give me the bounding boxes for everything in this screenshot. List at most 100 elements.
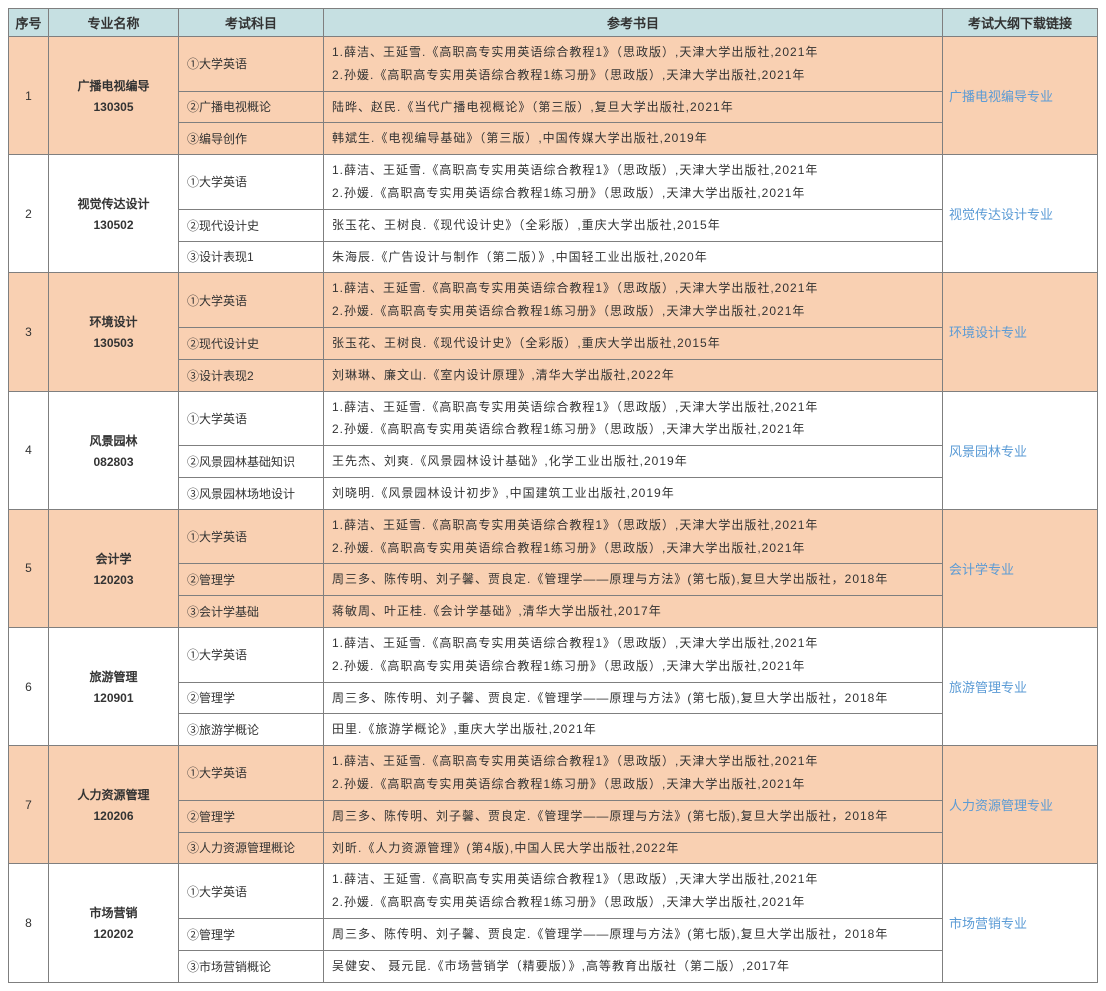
book-cell: 韩斌生.《电视编导基础》（第三版）,中国传媒大学出版社,2019年 bbox=[324, 123, 943, 155]
download-link[interactable]: 视觉传达设计专业 bbox=[949, 207, 1053, 222]
course-cell: ③市场营销概论 bbox=[179, 950, 324, 982]
book-line: 陆晔、赵民.《当代广播电视概论》（第三版）,复旦大学出版社,2021年 bbox=[332, 96, 936, 119]
book-line: 1.薛洁、王延雪.《高职高专实用英语综合教程1》（思政版）,天津大学出版社,20… bbox=[332, 514, 936, 537]
course-cell: ③编导创作 bbox=[179, 123, 324, 155]
seq-cell: 3 bbox=[9, 273, 49, 391]
table-row: 3环境设计130503①大学英语1.薛洁、王延雪.《高职高专实用英语综合教程1》… bbox=[9, 273, 1098, 328]
major-code: 120202 bbox=[55, 927, 172, 941]
book-line: 1.薛洁、王延雪.《高职高专实用英语综合教程1》（思政版）,天津大学出版社,20… bbox=[332, 632, 936, 655]
book-cell: 刘昕.《人力资源管理》(第4版),中国人民大学出版社,2022年 bbox=[324, 832, 943, 864]
course-cell: ③旅游学概论 bbox=[179, 714, 324, 746]
book-cell: 1.薛洁、王延雪.《高职高专实用英语综合教程1》（思政版）,天津大学出版社,20… bbox=[324, 627, 943, 682]
major-cell: 风景园林 082803 bbox=[49, 391, 179, 509]
link-cell: 环境设计专业 bbox=[943, 273, 1098, 391]
major-cell: 视觉传达设计 130502 bbox=[49, 155, 179, 273]
major-code: 130502 bbox=[55, 218, 172, 232]
book-line: 2.孙媛.《高职高专实用英语综合教程1练习册》（思政版）,天津大学出版社,202… bbox=[332, 655, 936, 678]
major-name: 风景园林 bbox=[55, 432, 172, 449]
major-cell: 人力资源管理120206 bbox=[49, 746, 179, 864]
course-cell: ③风景园林场地设计 bbox=[179, 477, 324, 509]
book-cell: 周三多、陈传明、刘子馨、贾良定.《管理学——原理与方法》(第七版),复旦大学出版… bbox=[324, 682, 943, 714]
book-cell: 周三多、陈传明、刘子馨、贾良定.《管理学——原理与方法》(第七版),复旦大学出版… bbox=[324, 800, 943, 832]
major-name: 市场营销 bbox=[55, 904, 172, 921]
table-row: 1广播电视编导130305①大学英语1.薛洁、王延雪.《高职高专实用英语综合教程… bbox=[9, 37, 1098, 92]
major-code: 130503 bbox=[55, 336, 172, 350]
course-cell: ③设计表现2 bbox=[179, 359, 324, 391]
table-row: 5会计学120203①大学英语1.薛洁、王延雪.《高职高专实用英语综合教程1》（… bbox=[9, 509, 1098, 564]
download-link[interactable]: 环境设计专业 bbox=[949, 325, 1027, 340]
header-row: 序号 专业名称 考试科目 参考书目 考试大纲下载链接 bbox=[9, 9, 1098, 37]
download-link[interactable]: 广播电视编导专业 bbox=[949, 89, 1053, 104]
course-cell: ②广播电视概论 bbox=[179, 91, 324, 123]
seq-cell: 1 bbox=[9, 37, 49, 155]
course-cell: ①大学英语 bbox=[179, 37, 324, 92]
book-line: 蒋敏周、叶正桂.《会计学基础》,清华大学出版社,2017年 bbox=[332, 600, 936, 623]
download-link[interactable]: 风景园林专业 bbox=[949, 444, 1027, 459]
book-cell: 1.薛洁、王延雪.《高职高专实用英语综合教程1》（思政版）,天津大学出版社,20… bbox=[324, 273, 943, 328]
course-cell: ②现代设计史 bbox=[179, 209, 324, 241]
major-cell: 市场营销 120202 bbox=[49, 864, 179, 982]
course-cell: ①大学英语 bbox=[179, 864, 324, 919]
download-link[interactable]: 人力资源管理专业 bbox=[949, 798, 1053, 813]
book-line: 2.孙媛.《高职高专实用英语综合教程1练习册》（思政版）,天津大学出版社,202… bbox=[332, 891, 936, 914]
link-cell: 旅游管理专业 bbox=[943, 627, 1098, 745]
book-cell: 1.薛洁、王延雪.《高职高专实用英语综合教程1》（思政版）,天津大学出版社,20… bbox=[324, 746, 943, 801]
book-line: 1.薛洁、王延雪.《高职高专实用英语综合教程1》（思政版）,天津大学出版社,20… bbox=[332, 277, 936, 300]
major-name: 视觉传达设计 bbox=[55, 195, 172, 212]
course-cell: ②管理学 bbox=[179, 918, 324, 950]
course-cell: ②管理学 bbox=[179, 564, 324, 596]
book-line: 2.孙媛.《高职高专实用英语综合教程1练习册》（思政版）,天津大学出版社,202… bbox=[332, 418, 936, 441]
book-line: 周三多、陈传明、刘子馨、贾良定.《管理学——原理与方法》(第七版),复旦大学出版… bbox=[332, 568, 936, 591]
link-cell: 会计学专业 bbox=[943, 509, 1098, 627]
table-row: 2视觉传达设计130502①大学英语1.薛洁、王延雪.《高职高专实用英语综合教程… bbox=[9, 155, 1098, 210]
major-code: 130305 bbox=[55, 100, 172, 114]
book-line: 张玉花、王树良.《现代设计史》（全彩版）,重庆大学出版社,2015年 bbox=[332, 214, 936, 237]
book-line: 周三多、陈传明、刘子馨、贾良定.《管理学——原理与方法》(第七版),复旦大学出版… bbox=[332, 805, 936, 828]
book-line: 韩斌生.《电视编导基础》（第三版）,中国传媒大学出版社,2019年 bbox=[332, 127, 936, 150]
book-line: 刘晓明.《风景园林设计初步》,中国建筑工业出版社,2019年 bbox=[332, 482, 936, 505]
major-code: 120203 bbox=[55, 573, 172, 587]
book-cell: 王先杰、刘爽.《风景园林设计基础》,化学工业出版社,2019年 bbox=[324, 446, 943, 478]
table-row: 7人力资源管理120206①大学英语1.薛洁、王延雪.《高职高专实用英语综合教程… bbox=[9, 746, 1098, 801]
seq-cell: 2 bbox=[9, 155, 49, 273]
seq-cell: 7 bbox=[9, 746, 49, 864]
major-name: 旅游管理 bbox=[55, 668, 172, 685]
book-cell: 1.薛洁、王延雪.《高职高专实用英语综合教程1》（思政版）,天津大学出版社,20… bbox=[324, 37, 943, 92]
book-line: 1.薛洁、王延雪.《高职高专实用英语综合教程1》（思政版）,天津大学出版社,20… bbox=[332, 868, 936, 891]
course-cell: ①大学英语 bbox=[179, 746, 324, 801]
book-line: 1.薛洁、王延雪.《高职高专实用英语综合教程1》（思政版）,天津大学出版社,20… bbox=[332, 396, 936, 419]
course-cell: ②管理学 bbox=[179, 800, 324, 832]
book-cell: 朱海辰.《广告设计与制作（第二版）》,中国轻工业出版社,2020年 bbox=[324, 241, 943, 273]
book-line: 周三多、陈传明、刘子馨、贾良定.《管理学——原理与方法》(第七版),复旦大学出版… bbox=[332, 923, 936, 946]
book-line: 田里.《旅游学概论》,重庆大学出版社,2021年 bbox=[332, 718, 936, 741]
major-code: 082803 bbox=[55, 455, 172, 469]
header-seq: 序号 bbox=[9, 9, 49, 37]
major-name: 会计学 bbox=[55, 550, 172, 567]
major-cell: 广播电视编导130305 bbox=[49, 37, 179, 155]
major-cell: 环境设计130503 bbox=[49, 273, 179, 391]
book-line: 刘昕.《人力资源管理》(第4版),中国人民大学出版社,2022年 bbox=[332, 837, 936, 860]
seq-cell: 6 bbox=[9, 627, 49, 745]
book-cell: 周三多、陈传明、刘子馨、贾良定.《管理学——原理与方法》(第七版),复旦大学出版… bbox=[324, 918, 943, 950]
download-link[interactable]: 旅游管理专业 bbox=[949, 680, 1027, 695]
book-cell: 陆晔、赵民.《当代广播电视概论》（第三版）,复旦大学出版社,2021年 bbox=[324, 91, 943, 123]
download-link[interactable]: 市场营销专业 bbox=[949, 916, 1027, 931]
seq-cell: 5 bbox=[9, 509, 49, 627]
major-code: 120206 bbox=[55, 809, 172, 823]
book-cell: 周三多、陈传明、刘子馨、贾良定.《管理学——原理与方法》(第七版),复旦大学出版… bbox=[324, 564, 943, 596]
course-cell: ③设计表现1 bbox=[179, 241, 324, 273]
major-code: 120901 bbox=[55, 691, 172, 705]
book-line: 2.孙媛.《高职高专实用英语综合教程1练习册》（思政版）,天津大学出版社,202… bbox=[332, 182, 936, 205]
book-cell: 张玉花、王树良.《现代设计史》（全彩版）,重庆大学出版社,2015年 bbox=[324, 327, 943, 359]
book-line: 2.孙媛.《高职高专实用英语综合教程1练习册》（思政版）,天津大学出版社,202… bbox=[332, 537, 936, 560]
book-cell: 刘晓明.《风景园林设计初步》,中国建筑工业出版社,2019年 bbox=[324, 477, 943, 509]
book-line: 2.孙媛.《高职高专实用英语综合教程1练习册》（思政版）,天津大学出版社,202… bbox=[332, 64, 936, 87]
course-cell: ①大学英语 bbox=[179, 273, 324, 328]
course-cell: ②现代设计史 bbox=[179, 327, 324, 359]
book-cell: 张玉花、王树良.《现代设计史》（全彩版）,重庆大学出版社,2015年 bbox=[324, 209, 943, 241]
book-line: 吴健安、 聂元昆.《市场营销学（精要版）》,高等教育出版社（第二版）,2017年 bbox=[332, 955, 936, 978]
download-link[interactable]: 会计学专业 bbox=[949, 562, 1014, 577]
book-cell: 吴健安、 聂元昆.《市场营销学（精要版）》,高等教育出版社（第二版）,2017年 bbox=[324, 950, 943, 982]
header-major: 专业名称 bbox=[49, 9, 179, 37]
book-cell: 刘琳琳、廉文山.《室内设计原理》,清华大学出版社,2022年 bbox=[324, 359, 943, 391]
